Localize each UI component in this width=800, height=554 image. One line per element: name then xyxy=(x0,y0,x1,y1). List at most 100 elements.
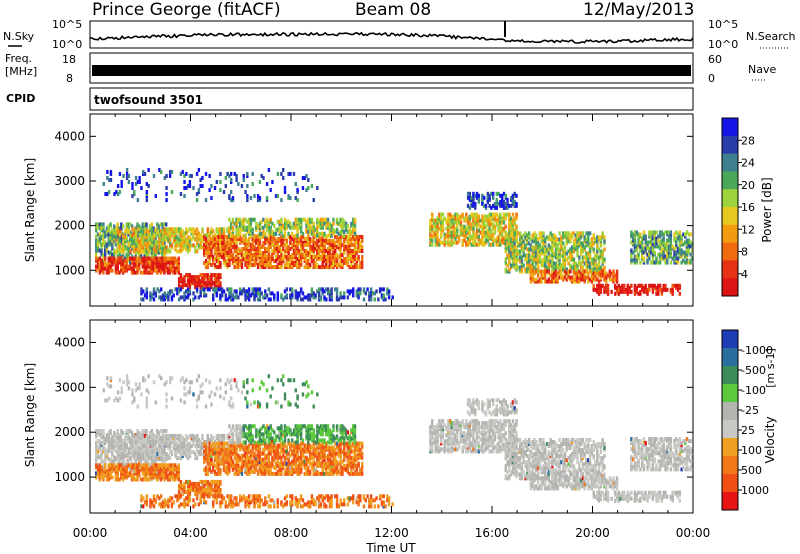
velocity-cell xyxy=(103,437,107,442)
power-cell xyxy=(339,217,342,222)
power-cell xyxy=(246,229,249,234)
power-cell xyxy=(355,238,359,243)
power-cell xyxy=(247,217,251,222)
power-cell xyxy=(138,224,141,229)
power-cell xyxy=(235,244,238,249)
power-cell xyxy=(276,238,280,243)
power-cell xyxy=(161,262,164,267)
velocity-cell xyxy=(127,433,130,438)
power-cell xyxy=(475,212,479,217)
power-cell xyxy=(472,222,475,227)
power-cell xyxy=(606,287,610,292)
power-cell xyxy=(637,238,640,243)
power-cell xyxy=(590,241,594,246)
power-cell xyxy=(456,230,459,235)
power-cell xyxy=(308,223,312,228)
power-cell xyxy=(150,266,154,271)
power-cell xyxy=(488,232,491,237)
power-cell xyxy=(450,240,454,245)
power-cell xyxy=(111,236,114,241)
power-cell xyxy=(276,227,280,232)
power-cell xyxy=(481,234,484,239)
power-cell xyxy=(226,227,229,232)
power-cell xyxy=(273,297,276,302)
power-cell xyxy=(438,242,441,247)
power-cell xyxy=(655,230,658,235)
power-cell xyxy=(504,216,507,221)
power-cell xyxy=(341,217,344,222)
power-cell xyxy=(188,289,192,294)
power-cell xyxy=(651,252,655,257)
power-cell xyxy=(134,256,137,261)
velocity-cell xyxy=(95,447,98,452)
power-cell xyxy=(332,231,335,236)
power-cell xyxy=(542,237,545,242)
power-cell xyxy=(130,270,134,275)
power-cell xyxy=(222,229,226,234)
power-cell xyxy=(204,244,208,249)
power-cell xyxy=(305,259,308,264)
power-cell xyxy=(199,243,202,248)
power-cell xyxy=(570,249,574,254)
power-cell xyxy=(484,234,488,239)
power-cell xyxy=(195,241,199,246)
velocity-cell xyxy=(107,445,110,450)
power-cell xyxy=(332,217,335,222)
power-cell xyxy=(255,252,258,257)
power-cell xyxy=(258,293,262,298)
power-cell xyxy=(644,240,647,245)
power-cell xyxy=(120,184,123,189)
power-cell xyxy=(231,219,235,224)
power-cell xyxy=(298,257,301,262)
power-cell xyxy=(246,227,249,232)
power-cell xyxy=(163,297,166,302)
y-tick-label: 4000 xyxy=(54,129,85,143)
power-cell xyxy=(352,227,355,232)
power-cell xyxy=(596,243,599,248)
power-cell xyxy=(262,242,265,247)
power-cell xyxy=(653,250,656,255)
power-cell xyxy=(181,233,184,238)
power-cell xyxy=(337,297,341,302)
power-cell xyxy=(635,232,638,237)
power-cell xyxy=(513,201,516,206)
power-cell xyxy=(438,212,441,217)
power-cell xyxy=(549,263,552,268)
power-cell xyxy=(262,231,265,236)
power-cell xyxy=(472,203,475,208)
power-cell xyxy=(536,239,540,244)
power-cell xyxy=(118,247,122,252)
power-cell xyxy=(262,257,265,262)
power-cell xyxy=(217,281,220,286)
power-cell xyxy=(185,231,188,236)
power-cell xyxy=(204,246,208,251)
power-cell xyxy=(687,244,691,249)
power-cell xyxy=(587,255,590,260)
power-cell xyxy=(492,222,495,227)
power-cell xyxy=(282,257,285,262)
power-cell xyxy=(334,244,337,249)
power-cell xyxy=(174,245,177,250)
power-cell xyxy=(291,265,294,270)
power-cell xyxy=(447,232,450,237)
power-cell xyxy=(551,271,554,276)
power-cell xyxy=(136,241,140,246)
power-cell xyxy=(121,258,125,263)
power-cell xyxy=(114,268,118,273)
power-cell xyxy=(515,216,518,221)
power-cell xyxy=(276,291,280,296)
power-cell xyxy=(100,234,103,239)
noise-panel-frame xyxy=(89,20,694,49)
power-cell xyxy=(545,235,549,240)
power-cell xyxy=(470,214,473,219)
power-cell xyxy=(240,184,244,189)
power-cell xyxy=(583,235,586,240)
velocity-cell xyxy=(102,443,105,448)
power-cell xyxy=(296,291,299,296)
power-cell xyxy=(515,203,518,208)
power-cell xyxy=(529,279,533,284)
power-cell xyxy=(256,291,260,296)
power-cell xyxy=(152,262,155,267)
power-cell xyxy=(179,279,183,284)
